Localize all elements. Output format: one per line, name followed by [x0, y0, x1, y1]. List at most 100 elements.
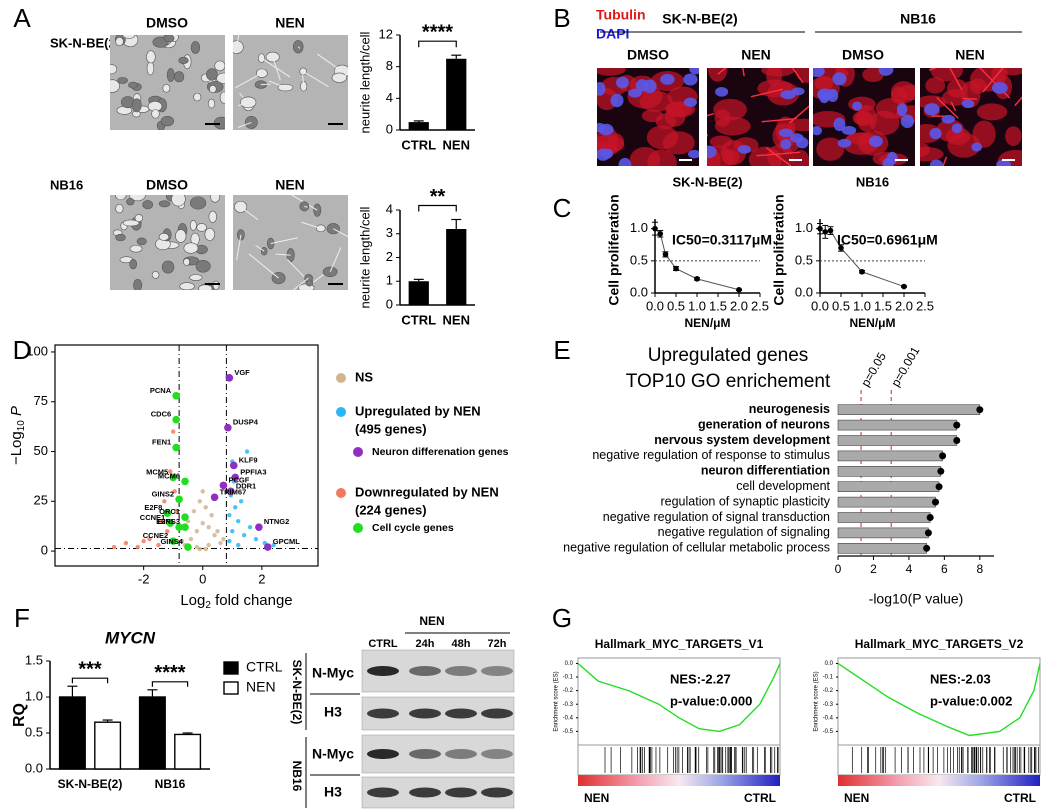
- bar: [174, 733, 202, 770]
- cell: [134, 214, 143, 222]
- x-tick-label: 2.5: [916, 298, 934, 313]
- cytoplasm: [816, 137, 845, 161]
- point-label: GPCML: [273, 537, 301, 546]
- y-tick-label: 0.0: [825, 661, 834, 667]
- micrograph: [233, 195, 348, 290]
- error-bar: [413, 120, 424, 123]
- cell: [189, 196, 207, 210]
- y-tick-label: -0.5: [563, 729, 574, 735]
- point: [175, 495, 183, 504]
- blot-band: [409, 749, 441, 759]
- point: [111, 544, 117, 550]
- nucleus: [642, 79, 657, 94]
- bar-end-dot: [932, 498, 939, 506]
- cell: [122, 219, 140, 227]
- neurite: [275, 253, 291, 256]
- cell: [219, 91, 225, 104]
- point: [184, 543, 192, 551]
- neurite: [236, 35, 240, 48]
- x-tick-label: 2: [870, 562, 877, 576]
- cell-line-label: NB16: [900, 11, 936, 27]
- panel-label: E: [553, 335, 570, 365]
- x-tick-label: 8: [976, 562, 983, 576]
- chart-title: TOP10 GO enrichement: [626, 371, 831, 392]
- significance-label: ***: [78, 658, 102, 680]
- legend-note: (224 genes): [355, 502, 427, 517]
- cell: [233, 40, 244, 54]
- panel-label: A: [13, 3, 31, 33]
- cell: [209, 85, 217, 93]
- chart-title: SK-N-BE(2): [672, 174, 742, 189]
- neurite: [302, 71, 329, 88]
- protein-label: N-Myc: [312, 665, 354, 681]
- nucleus: [791, 87, 805, 96]
- annotation: NES:-2.27: [670, 671, 731, 686]
- cytoplasm: [947, 132, 981, 158]
- neurite: [261, 57, 291, 78]
- y-tick-label: 1.0: [25, 688, 43, 703]
- point: [859, 268, 865, 275]
- reference-label: p=0.001: [888, 344, 922, 389]
- category-label: negative regulation of signaling: [658, 525, 830, 539]
- bar: [837, 527, 929, 539]
- cell: [206, 68, 218, 81]
- label-part: Log: [180, 592, 205, 609]
- cell: [166, 68, 175, 82]
- x-tick-label: NEN: [443, 137, 470, 152]
- label-part: 10: [16, 420, 27, 432]
- bar: [837, 404, 981, 416]
- nucleus: [896, 103, 908, 117]
- nucleus: [813, 68, 825, 78]
- cell: [171, 195, 186, 207]
- point: [173, 509, 179, 514]
- cell: [161, 260, 175, 274]
- x-tick-label: 2.0: [730, 298, 748, 313]
- point: [263, 543, 272, 551]
- nucleus: [601, 148, 613, 159]
- cell: [158, 232, 170, 241]
- neurite: [329, 247, 342, 272]
- significance-bracket: [418, 40, 457, 48]
- blot-band: [409, 787, 441, 798]
- cell: [212, 280, 220, 290]
- neurite: [339, 73, 348, 79]
- point: [822, 229, 829, 235]
- point: [206, 542, 211, 548]
- image-background: [110, 35, 225, 130]
- cell: [117, 77, 128, 84]
- panel-label: F: [14, 603, 30, 633]
- point: [168, 469, 173, 474]
- point: [172, 391, 180, 400]
- y-tick-label: 2: [386, 249, 393, 264]
- error-bar: [147, 689, 158, 697]
- nucleus: [688, 149, 699, 159]
- plot-frame: [54, 344, 319, 567]
- point: [247, 524, 253, 530]
- point: [224, 423, 232, 432]
- blot-band: [481, 787, 513, 798]
- column-label: NEN: [275, 177, 305, 193]
- point: [172, 443, 180, 452]
- point: [244, 449, 250, 454]
- blot-band: [367, 787, 399, 798]
- legend-label: CTRL: [246, 659, 283, 675]
- blot-band: [445, 749, 477, 759]
- cell: [146, 61, 155, 76]
- x-axis-label: Log2 fold change: [180, 592, 292, 611]
- point: [159, 519, 164, 524]
- nucleus: [951, 123, 963, 134]
- cell: [210, 195, 220, 203]
- y-tick-label: -0.1: [563, 675, 574, 681]
- cytoplasm: [862, 68, 884, 83]
- x-tick-label: 0.5: [832, 298, 850, 313]
- legend-label: Upregulated by NEN: [355, 403, 481, 418]
- enrichment-curve: [577, 662, 781, 733]
- y-tick-label: 0.5: [630, 252, 648, 267]
- x-tick-label: CTRL: [401, 312, 436, 327]
- legend-swatch: [336, 373, 346, 383]
- bar-end-dot: [939, 452, 947, 460]
- point: [694, 276, 700, 282]
- nucleus: [929, 159, 943, 166]
- neurite: [260, 83, 271, 86]
- neurite: [238, 101, 249, 107]
